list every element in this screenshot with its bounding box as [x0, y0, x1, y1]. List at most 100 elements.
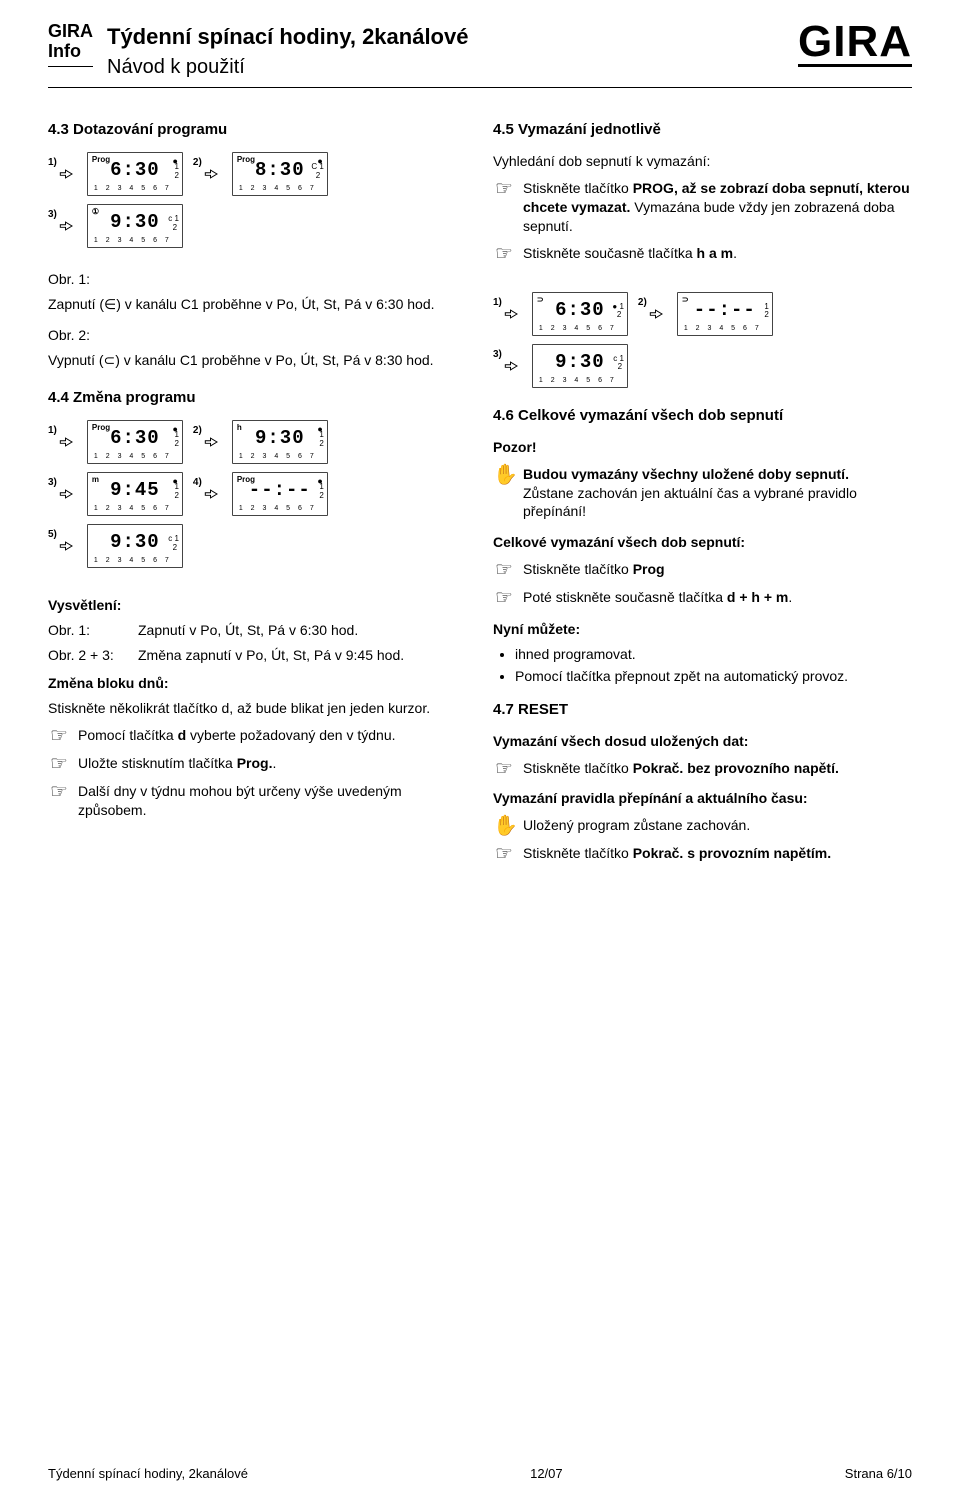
lcd-mode: Prog [237, 475, 255, 486]
pointing-hand-icon [649, 304, 675, 324]
lcd-side: 1 2 [319, 431, 323, 449]
lcd-mode: m [92, 475, 99, 486]
pointing-hand-icon: ☞ [493, 759, 515, 779]
action-item-4-7-2: ☞ Stiskněte tlačítko Pokrač. s provozním… [493, 844, 912, 864]
now-you-can: Nyní můžete: [493, 620, 912, 639]
lcd-display: ⊃ 6:30 1 2 3 4 5 6 7 ● 1 2 [532, 292, 628, 336]
step-number: 2) [193, 152, 202, 170]
pointing-hand-icon [204, 164, 230, 184]
pointing-hand-icon [59, 432, 85, 452]
section-4-7-sub1: Vymazání všech dosud uložených dat: [493, 732, 912, 751]
lcd-mode: Prog [237, 155, 255, 166]
footer-mid: 12/07 [530, 1465, 563, 1483]
step-number: 3) [493, 344, 502, 362]
action-item-4-6-2: ☞ Poté stiskněte současně tlačítka d + h… [493, 588, 912, 608]
lcd-mode: Prog [92, 155, 110, 166]
lcd-days: 1 2 3 4 5 6 7 [92, 556, 178, 565]
content-columns: 4.3 Dotazování programu 1) Prog ● 6:30 1… [48, 114, 912, 872]
lcd-4-3-step2: 2) Prog ● 8:30 1 2 3 4 5 6 7 C 1 2 [193, 152, 328, 196]
pointing-hand-icon: ☞ [48, 754, 70, 774]
brand-line-1: GIRA [48, 22, 93, 42]
step-number: 3) [48, 204, 57, 222]
lcd-days: 1 2 3 4 5 6 7 [537, 324, 623, 333]
step-number: 1) [48, 420, 57, 438]
action-text: Uložte stisknutím tlačítka Prog.. [78, 754, 467, 773]
lcd-mode: h [237, 423, 242, 434]
explanation-text: Zapnutí v Po, Út, St, Pá v 6:30 hod. [138, 621, 358, 640]
action-item-4-5-2: ☞ Stiskněte současně tlačítka h a m. [493, 244, 912, 264]
explanation-label: Obr. 1: [48, 621, 132, 640]
action-text: Stiskněte tlačítko PROG, až se zobrazí d… [523, 179, 912, 236]
right-column: 4.5 Vymazání jednotlivě Vyhledání dob se… [493, 114, 912, 872]
obr1-text: Zapnutí (∈) v kanálu C1 proběhne v Po, Ú… [48, 295, 467, 314]
lcd-days: 1 2 3 4 5 6 7 [237, 452, 323, 461]
lcd-side: C 1 2 [311, 163, 323, 181]
action-item-4-6-1: ☞ Stiskněte tlačítko Prog [493, 560, 912, 580]
step-number: 1) [48, 152, 57, 170]
pointing-hand-icon [59, 216, 85, 236]
explanation-label: Obr. 2 + 3: [48, 646, 132, 665]
lcd-time: 9:45 [92, 478, 178, 504]
lcd-display: 9:30 1 2 3 4 5 6 7 c 1 2 [532, 344, 628, 388]
pointing-hand-icon: ☞ [493, 244, 515, 264]
lcd-time: 6:30 [537, 298, 623, 324]
lcd-display: Prog ● 6:30 1 2 3 4 5 6 7 1 2 [87, 152, 183, 196]
action-item-4-5-1: ☞ Stiskněte tlačítko PROG, až se zobrazí… [493, 179, 912, 236]
pointing-hand-icon [204, 484, 230, 504]
section-4-5-lead: Vyhledání dob sepnutí k vymazání: [493, 152, 912, 171]
pointing-hand-icon: ☞ [493, 588, 515, 608]
lcd-time: 9:30 [537, 350, 623, 376]
step-number: 1) [493, 292, 502, 310]
options-list: ihned programovat. Pomocí tlačítka přepn… [493, 645, 912, 686]
obr1-label: Obr. 1: [48, 270, 467, 289]
brand-line-2: Info [48, 42, 93, 62]
lcd-cluster-4-5: 1) ⊃ 6:30 1 2 3 4 5 6 7 ● 1 2 2) [493, 292, 912, 388]
action-text: Další dny v týdnu mohou být určeny výše … [78, 782, 467, 820]
lcd-4-4-step4: 4) Prog ● --:-- 1 2 3 4 5 6 7 1 2 [193, 472, 328, 516]
action-text: Poté stiskněte současně tlačítka d + h +… [523, 588, 912, 607]
lcd-4-4-step1: 1) Prog ● 6:30 1 2 3 4 5 6 7 1 2 [48, 420, 183, 464]
doc-title: Týdenní spínací hodiny, 2kanálové [107, 22, 798, 52]
pointing-hand-icon [204, 432, 230, 452]
lcd-side: 1 2 [174, 163, 178, 181]
pointing-hand-icon: ☞ [493, 179, 515, 199]
page-header: GIRA Info Týdenní spínací hodiny, 2kanál… [48, 22, 912, 88]
note-text: Uložený program zůstane zachován. [523, 816, 912, 835]
lcd-days: 1 2 3 4 5 6 7 [92, 236, 178, 245]
step-number: 4) [193, 472, 202, 490]
heading-4-7: 4.7 RESET [493, 700, 912, 720]
lcd-4-3-step3: 3) ① 9:30 1 2 3 4 5 6 7 c 1 2 [48, 204, 183, 248]
lcd-display: ① 9:30 1 2 3 4 5 6 7 c 1 2 [87, 204, 183, 248]
note-item-4-7: ✋ Uložený program zůstane zachován. [493, 816, 912, 836]
lcd-mode: ⊃ [682, 295, 689, 306]
heading-4-5: 4.5 Vymazání jednotlivě [493, 120, 912, 140]
explanation-text: Změna zapnutí v Po, Út, St, Pá v 9:45 ho… [138, 646, 404, 665]
stop-hand-icon: ✋ [493, 816, 515, 836]
footer-right: Strana 6/10 [845, 1465, 912, 1483]
lcd-display: 9:30 1 2 3 4 5 6 7 c 1 2 [87, 524, 183, 568]
pointing-hand-icon [504, 304, 530, 324]
lcd-cluster-4-4: 1) Prog ● 6:30 1 2 3 4 5 6 7 1 2 2) [48, 420, 467, 568]
pointing-hand-icon [59, 536, 85, 556]
lcd-mode: ⊃ [537, 295, 544, 306]
lcd-side: c 1 2 [168, 535, 179, 553]
lcd-display: Prog ● 6:30 1 2 3 4 5 6 7 1 2 [87, 420, 183, 464]
action-item-2: ☞ Uložte stisknutím tlačítka Prog.. [48, 754, 467, 774]
explanation-row-1: Obr. 1: Zapnutí v Po, Út, St, Pá v 6:30 … [48, 621, 467, 640]
brand-logo: GIRA [798, 22, 912, 67]
explanation-row-2: Obr. 2 + 3: Změna zapnutí v Po, Út, St, … [48, 646, 467, 665]
lcd-display: Prog ● 8:30 1 2 3 4 5 6 7 C 1 2 [232, 152, 328, 196]
action-item-1: ☞ Pomocí tlačítka d vyberte požadovaný d… [48, 726, 467, 746]
change-block-heading: Změna bloku dnů: [48, 674, 467, 693]
lcd-4-3-step1: 1) Prog ● 6:30 1 2 3 4 5 6 7 1 2 [48, 152, 183, 196]
lcd-4-4-step3: 3) m ● 9:45 1 2 3 4 5 6 7 1 2 [48, 472, 183, 516]
lcd-mode: Prog [92, 423, 110, 434]
action-text: Stiskněte tlačítko Pokrač. s provozním n… [523, 844, 912, 863]
lcd-display: m ● 9:45 1 2 3 4 5 6 7 1 2 [87, 472, 183, 516]
lcd-days: 1 2 3 4 5 6 7 [92, 504, 178, 513]
obr2-label: Obr. 2: [48, 326, 467, 345]
lcd-side: c 1 2 [168, 215, 179, 233]
action-item-4-7-1: ☞ Stiskněte tlačítko Pokrač. bez provozn… [493, 759, 912, 779]
lcd-display: ⊃ --:-- 1 2 3 4 5 6 7 1 2 [677, 292, 773, 336]
page-footer: Týdenní spínací hodiny, 2kanálové 12/07 … [48, 1465, 912, 1483]
